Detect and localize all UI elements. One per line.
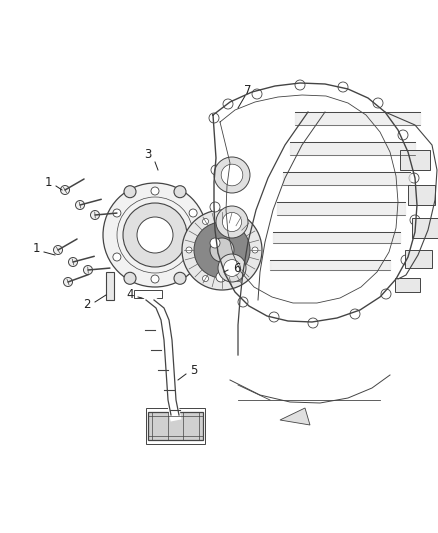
Circle shape <box>53 246 63 254</box>
Circle shape <box>189 253 197 261</box>
Circle shape <box>123 203 187 267</box>
Bar <box>134 290 162 298</box>
Circle shape <box>401 255 411 265</box>
Circle shape <box>409 173 419 183</box>
Circle shape <box>103 183 207 287</box>
Text: 6: 6 <box>233 262 241 274</box>
Polygon shape <box>280 408 310 425</box>
Circle shape <box>381 289 391 299</box>
Circle shape <box>210 238 234 262</box>
Circle shape <box>410 215 420 225</box>
Circle shape <box>137 217 173 253</box>
Circle shape <box>238 297 248 307</box>
Bar <box>148 412 203 440</box>
Circle shape <box>174 272 186 284</box>
Circle shape <box>373 98 383 108</box>
Circle shape <box>194 222 250 278</box>
Text: 7: 7 <box>244 84 252 96</box>
Bar <box>412 218 438 238</box>
Circle shape <box>269 312 279 322</box>
Circle shape <box>60 185 70 195</box>
Circle shape <box>202 276 208 281</box>
Circle shape <box>210 238 220 248</box>
Circle shape <box>216 272 226 282</box>
Text: 1: 1 <box>32 241 40 254</box>
Circle shape <box>189 209 197 217</box>
Circle shape <box>151 275 159 283</box>
Circle shape <box>308 318 318 328</box>
Circle shape <box>295 80 305 90</box>
Circle shape <box>224 260 240 277</box>
Circle shape <box>211 165 221 175</box>
Circle shape <box>91 211 99 220</box>
Circle shape <box>84 265 92 274</box>
Circle shape <box>124 185 136 198</box>
Circle shape <box>398 130 408 140</box>
Bar <box>395 278 420 292</box>
Bar <box>146 408 205 444</box>
Circle shape <box>252 89 262 99</box>
Circle shape <box>68 257 78 266</box>
Circle shape <box>350 309 360 319</box>
Circle shape <box>113 253 121 261</box>
Bar <box>408 185 435 205</box>
Circle shape <box>216 206 248 238</box>
Circle shape <box>151 187 159 195</box>
Circle shape <box>113 209 121 217</box>
Text: 1: 1 <box>44 175 52 189</box>
Circle shape <box>252 247 258 253</box>
Circle shape <box>214 157 250 193</box>
Text: 3: 3 <box>144 149 152 161</box>
Circle shape <box>174 185 186 198</box>
Circle shape <box>75 200 85 209</box>
Circle shape <box>236 276 241 281</box>
Circle shape <box>182 210 262 290</box>
Circle shape <box>223 212 242 232</box>
Circle shape <box>186 247 192 253</box>
Circle shape <box>223 99 233 109</box>
Circle shape <box>236 219 241 224</box>
Circle shape <box>209 113 219 123</box>
Text: 5: 5 <box>191 364 198 376</box>
Bar <box>405 250 432 268</box>
Text: 4: 4 <box>126 288 134 302</box>
Circle shape <box>202 219 208 224</box>
Circle shape <box>124 272 136 284</box>
Circle shape <box>218 254 246 282</box>
Circle shape <box>221 164 243 186</box>
Circle shape <box>64 278 73 287</box>
Circle shape <box>210 202 220 212</box>
Bar <box>106 272 114 300</box>
Bar <box>400 150 430 170</box>
Circle shape <box>338 82 348 92</box>
Text: 2: 2 <box>83 298 91 311</box>
